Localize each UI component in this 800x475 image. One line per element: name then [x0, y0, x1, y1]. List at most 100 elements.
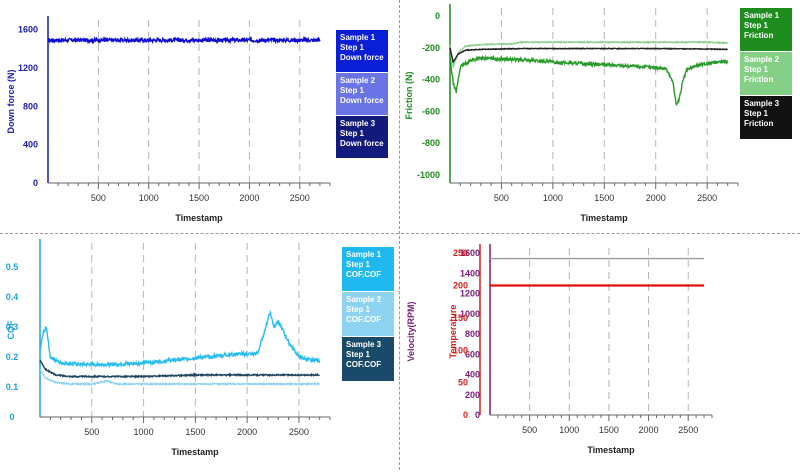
legend-entry-text: Step 1: [340, 86, 365, 95]
legend-entry-text: Friction: [744, 75, 774, 84]
y-tick-label: -1000: [417, 170, 440, 180]
y-tick-label: 400: [23, 140, 38, 150]
legend-entry-text: Sample 1: [346, 250, 382, 259]
y-tick-label: 800: [23, 101, 38, 111]
series-line: [39, 359, 320, 379]
y-axis-title: COF: [6, 320, 16, 340]
x-tick-label: 2000: [646, 193, 666, 203]
y-axis-title: Down force (N): [6, 69, 16, 133]
legend-entry: Sample 3 Step 1 Friction: [740, 96, 792, 139]
y-tick-label: 0.3: [6, 322, 19, 332]
x-tick-label: 1000: [559, 425, 579, 435]
legend-entry-text: Step 1: [744, 109, 769, 118]
x-tick-label: 500: [522, 425, 537, 435]
x-axis-title: Timestamp: [171, 447, 219, 457]
y-tick-label: 0: [475, 410, 480, 420]
x-tick-label: 1000: [134, 427, 154, 437]
y2-tick-label: 100: [453, 345, 468, 355]
legend-entry-text: Down force: [340, 96, 384, 105]
legend-entry-text: Sample 2: [744, 55, 780, 64]
x-tick-label: 500: [84, 427, 99, 437]
x-tick-label: 1500: [189, 193, 209, 203]
velocity-temperature-chart: 500 1000 1500 2000 2500Timestamp020040060080…: [406, 244, 713, 455]
panel-divider-horizontal: [0, 233, 800, 234]
y-tick-label: 1000: [460, 309, 480, 319]
friction-panel: 500 1000 1500 2000 2500 Timestamp 0 -200 -400 -60…: [400, 0, 800, 235]
x-tick-label: 2500: [290, 193, 310, 203]
y-axis-title: Friction (N): [404, 72, 414, 120]
friction-chart: 500 1000 1500 2000 2500 Timestamp 0 -200 -400 -60…: [404, 4, 739, 223]
series-line: [39, 368, 320, 387]
legend-entry-text: Step 1: [346, 305, 371, 314]
downforce-chart: 500 1000 1500 2000 2500 Timestamp 0 400 800 1200 1…: [6, 16, 331, 223]
legend-entry-text: Sample 1: [744, 11, 780, 20]
legend-entry-text: Friction: [744, 119, 774, 128]
x-tick-label: 500: [91, 193, 106, 203]
y-tick-label: 1600: [460, 248, 480, 258]
series-line: [47, 35, 321, 45]
y2-axis-title: Temperature: [448, 305, 458, 359]
legend-entry-text: Step 1: [346, 260, 371, 269]
y2-tick-label: 250: [453, 248, 468, 258]
legend-entry-text: Sample 3: [744, 99, 780, 108]
legend-entry-text: Sample 1: [340, 33, 376, 42]
legend-entry: Sample 1 Step 1 COF.COF: [342, 247, 394, 291]
series-line: [39, 309, 321, 369]
x-tick-label: 1000: [543, 193, 563, 203]
series-line: [449, 40, 728, 69]
y2-tick-label: 150: [453, 313, 468, 323]
x-tick-label: 2500: [678, 425, 698, 435]
legend-entry-text: COF.COF: [346, 270, 382, 279]
y-tick-label: 0.1: [6, 382, 19, 392]
x-tick-label: 1500: [185, 427, 205, 437]
legend-entry-text: Step 1: [744, 65, 769, 74]
cof-panel: 500 1000 1500 2000 2500 Timestamp 0 0.1 0.2 0.3 0.…: [0, 235, 400, 470]
y-tick-label: 0: [33, 178, 38, 188]
y-tick-label: 0.2: [6, 352, 19, 362]
y-tick-label: 1200: [18, 63, 38, 73]
y2-tick-label: 200: [453, 281, 468, 291]
x-tick-label: 2000: [639, 425, 659, 435]
downforce-panel: 500 1000 1500 2000 2500 Timestamp 0 400 800 1200 1…: [0, 0, 400, 235]
y-tick-label: -400: [422, 75, 440, 85]
legend-entry: Sample 3 Step 1 Down force: [336, 116, 388, 158]
y-tick-label: 400: [465, 370, 480, 380]
legend-entry-text: Step 1: [340, 129, 365, 138]
y-tick-label: 800: [465, 329, 480, 339]
series-line: [449, 54, 729, 107]
legend-entry-text: Friction: [744, 31, 774, 40]
x-tick-label: 2500: [697, 193, 717, 203]
y2-tick-label: 50: [458, 378, 468, 388]
legend-entry: Sample 2 Step 1 Down force: [336, 73, 388, 115]
y-tick-label: -800: [422, 138, 440, 148]
legend-entry-text: Sample 3: [340, 119, 376, 128]
y2-tick-label: 0: [463, 410, 468, 420]
legend-entry-text: COF.COF: [346, 315, 382, 324]
legend-entry-text: Step 1: [340, 43, 365, 52]
x-tick-label: 500: [494, 193, 509, 203]
y-tick-label: 0.5: [6, 262, 19, 272]
legend-entry: Sample 3 Step 1 COF.COF: [342, 337, 394, 381]
legend-entry-text: COF.COF: [346, 360, 382, 369]
y-tick-label: 0: [435, 11, 440, 21]
x-axis-title: Timestamp: [587, 445, 635, 455]
legend-entry-text: Sample 3: [346, 340, 382, 349]
y-tick-label: 1400: [460, 268, 480, 278]
y-tick-label: 600: [465, 349, 480, 359]
legend-entry-text: Step 1: [744, 21, 769, 30]
x-tick-label: 2500: [289, 427, 309, 437]
y-tick-label: 0.4: [6, 292, 19, 302]
y-tick-label: -200: [422, 43, 440, 53]
cof-chart: 500 1000 1500 2000 2500 Timestamp 0 0.1 0.2 0.3 0.…: [6, 239, 331, 457]
x-tick-label: 2000: [239, 193, 259, 203]
legend-entry-text: Step 1: [346, 350, 371, 359]
y-tick-label: -600: [422, 106, 440, 116]
panel-divider-vertical: [399, 0, 400, 470]
legend-entry: Sample 2 Step 1 COF.COF: [342, 292, 394, 336]
x-tick-label: 1000: [139, 193, 159, 203]
y-axis-title: Velocity(RPM): [406, 301, 416, 361]
x-axis-title: Timestamp: [580, 213, 628, 223]
x-tick-label: 2000: [237, 427, 257, 437]
x-tick-label: 1500: [594, 193, 614, 203]
x-tick-label: 1500: [599, 425, 619, 435]
